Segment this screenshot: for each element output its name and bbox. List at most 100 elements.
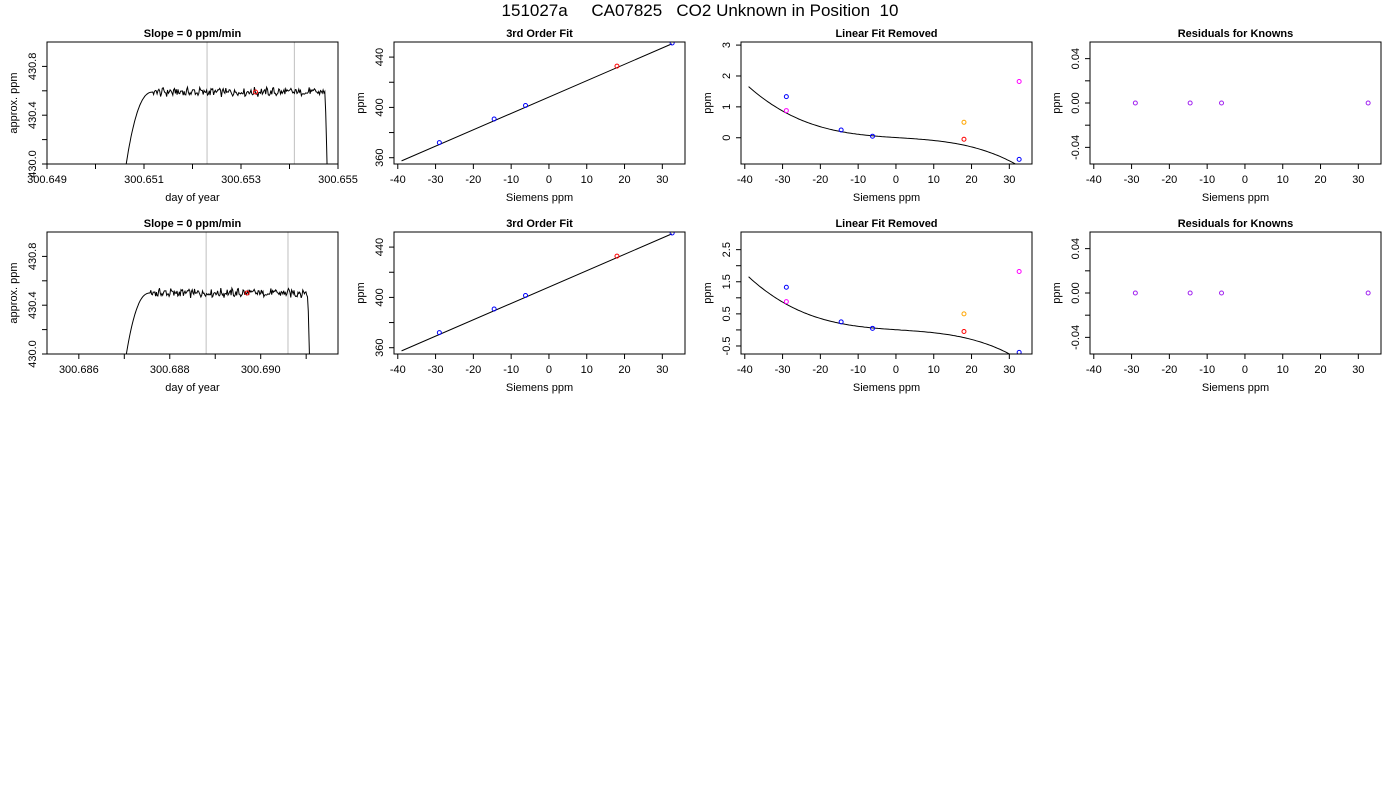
y-axis-label: ppm [355, 282, 367, 303]
plot-area [748, 79, 1022, 164]
plot-title: Residuals for Knowns [1178, 28, 1294, 40]
data-point [614, 253, 620, 259]
plot-title: 3rd Order Fit [506, 28, 573, 40]
y-tick-label: 2.5 [721, 242, 733, 257]
fit-curve [748, 276, 1011, 354]
mean-marker [244, 290, 250, 296]
data-point [961, 119, 967, 125]
x-tick-label: 0 [893, 364, 899, 376]
x-tick-label: 0 [546, 364, 552, 376]
y-tick-label: 0.5 [721, 306, 733, 321]
x-tick-label: 30 [1352, 174, 1364, 186]
y-axis-label: ppm [355, 92, 367, 113]
x-tick-label: -30 [1124, 174, 1140, 186]
y-axis-label: ppm [702, 282, 714, 303]
y-tick-label: 0.04 [1070, 238, 1082, 259]
x-tick-label: 300.655 [318, 174, 358, 186]
x-axis-label: Siemens ppm [506, 382, 573, 394]
data-point [436, 330, 442, 336]
data-point [783, 299, 789, 305]
x-tick-label: 30 [1003, 364, 1015, 376]
x-tick-label: 300.649 [27, 174, 67, 186]
y-tick-label: -0.04 [1070, 325, 1082, 350]
data-point [1132, 100, 1138, 106]
fit-line [401, 43, 672, 162]
y-tick-label: 1 [721, 104, 733, 110]
y-tick-label: 430.8 [27, 243, 39, 271]
x-tick-label: 0 [893, 174, 899, 186]
x-tick-label: -30 [1124, 364, 1140, 376]
x-tick-label: 300.653 [221, 174, 261, 186]
x-tick-label: -30 [428, 174, 444, 186]
x-tick-label: 30 [656, 174, 668, 186]
y-tick-label: 440 [374, 48, 386, 66]
y-tick-label: 440 [374, 238, 386, 256]
plot-frame [46, 231, 339, 355]
data-point [669, 232, 675, 236]
data-point [1187, 100, 1193, 106]
x-tick-label: -10 [503, 364, 519, 376]
data-point [1016, 268, 1022, 274]
data-point [961, 329, 967, 335]
x-tick-label: -20 [812, 364, 828, 376]
x-tick-label: -10 [1199, 174, 1215, 186]
y-tick-label: 430.4 [27, 101, 39, 129]
y-tick-label: 430.4 [27, 291, 39, 319]
x-tick-label: -10 [850, 174, 866, 186]
y-tick-label: 0.00 [1070, 92, 1082, 113]
y-tick-label: 360 [374, 149, 386, 167]
x-tick-label: -20 [812, 174, 828, 186]
y-tick-label: 0 [721, 135, 733, 141]
x-axis-label: day of year [165, 192, 220, 204]
data-point [870, 133, 876, 139]
plot-frame [1089, 41, 1382, 165]
y-tick-label: 430.0 [27, 340, 39, 368]
data-point [669, 42, 675, 46]
data-point [783, 284, 789, 290]
plot-area [1132, 290, 1371, 296]
y-tick-label: 360 [374, 339, 386, 357]
x-tick-label: -10 [850, 364, 866, 376]
data-point [1016, 156, 1022, 162]
plot-frame [1089, 231, 1382, 355]
x-tick-label: 10 [928, 364, 940, 376]
y-tick-label: 400 [374, 98, 386, 116]
data-point [870, 325, 876, 331]
data-point [523, 293, 529, 299]
x-tick-label: 20 [965, 174, 977, 186]
data-point [961, 136, 967, 142]
x-tick-label: -30 [775, 174, 791, 186]
x-tick-label: 300.690 [241, 364, 281, 376]
plot-area [125, 42, 328, 164]
y-tick-label: -0.04 [1070, 135, 1082, 160]
plot-title: Linear Fit Removed [835, 28, 937, 40]
x-tick-label: 20 [618, 174, 630, 186]
data-point [1365, 100, 1371, 106]
data-point [1016, 349, 1022, 354]
x-tick-label: 10 [581, 364, 593, 376]
plot-area [401, 42, 675, 162]
y-axis-label: ppm [702, 92, 714, 113]
x-tick-label: -10 [1199, 364, 1215, 376]
x-tick-label: -40 [737, 174, 753, 186]
x-tick-label: -40 [1086, 364, 1102, 376]
y-axis-label: approx. ppm [8, 262, 20, 323]
data-point [961, 311, 967, 317]
y-tick-label: 0.04 [1070, 48, 1082, 69]
y-axis-label: ppm [1051, 92, 1063, 113]
data-point [614, 63, 620, 69]
x-tick-label: 30 [1352, 364, 1364, 376]
x-tick-label: 20 [618, 364, 630, 376]
x-axis-label: day of year [165, 382, 220, 394]
x-axis-label: Siemens ppm [1202, 192, 1269, 204]
y-tick-label: 400 [374, 288, 386, 306]
data-point [838, 319, 844, 325]
plot-title: Residuals for Knowns [1178, 218, 1294, 230]
plot-title: 3rd Order Fit [506, 218, 573, 230]
x-tick-label: 20 [1314, 364, 1326, 376]
plot-frame [393, 41, 686, 165]
plot-title: Slope = 0 ppm/min [144, 218, 242, 230]
y-tick-label: -0.5 [721, 336, 733, 355]
plot-area [401, 232, 675, 352]
